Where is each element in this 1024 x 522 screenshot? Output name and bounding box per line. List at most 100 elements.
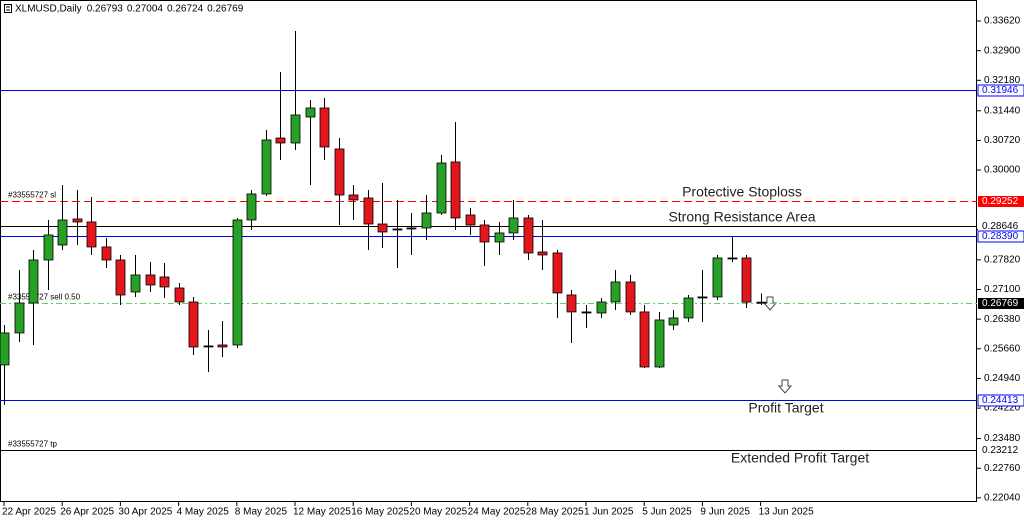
chart-title: XLMUSD,Daily: [15, 4, 82, 15]
candle-body: [203, 345, 214, 348]
candle-body: [217, 344, 228, 348]
x-tick-label: 30 Apr 2025: [118, 507, 172, 518]
candle-body: [756, 301, 767, 304]
candle-body: [290, 114, 301, 144]
order-tag: #33555727 sell 0.50: [8, 293, 81, 302]
x-tick-label: 4 May 2025: [177, 507, 230, 518]
candle-body: [305, 107, 316, 118]
candle-body: [174, 287, 185, 303]
down-arrow: [777, 379, 793, 394]
x-tick-label: 20 May 2025: [409, 507, 467, 518]
candle-body: [639, 311, 650, 368]
candle-body: [159, 276, 170, 288]
candle-body: [523, 217, 534, 254]
candle-body: [421, 212, 432, 229]
y-tick-label: 0.22040: [984, 493, 1021, 504]
y-tick-label: 0.25660: [984, 343, 1021, 354]
x-tick-label: 8 May 2025: [235, 507, 288, 518]
y-tick-label: 0.24940: [984, 373, 1021, 384]
annotation: Extended Profit Target: [731, 450, 869, 466]
y-tick-label: 0.27820: [984, 254, 1021, 265]
candle-body: [494, 232, 505, 243]
ohlc-value: 0.27004: [127, 4, 164, 15]
level-label-box: [978, 221, 1024, 232]
candle-body: [552, 252, 563, 294]
level-label-box: [977, 230, 1024, 243]
ohlc-value: 0.26769: [207, 4, 244, 15]
arrows: [762, 296, 793, 394]
y-tick-label: 0.24220: [984, 403, 1021, 414]
ohlc-value: 0.26724: [167, 4, 204, 15]
y-tick-label: 0.30720: [984, 135, 1021, 146]
candle-body: [479, 224, 490, 243]
candle-body: [334, 148, 345, 196]
candle-body: [145, 274, 156, 286]
header-icon: [4, 4, 12, 13]
candle-body: [697, 296, 708, 299]
candle-body: [436, 162, 447, 214]
candle-body: [188, 301, 199, 348]
annotation: Protective Stoploss: [682, 184, 802, 200]
level-label: 0.24413: [982, 395, 1019, 406]
candle-body: [319, 107, 330, 148]
candle-body: [363, 197, 374, 225]
x-tick-label: 28 May 2025: [526, 507, 584, 518]
ohlc-value: 0.26793: [87, 4, 124, 15]
candle-body: [625, 281, 636, 313]
level-label: 0.29252: [982, 196, 1019, 207]
candle-body: [712, 257, 723, 298]
candle-body: [610, 281, 621, 303]
x-tick-label: 1 Jun 2025: [584, 507, 634, 518]
candle-body: [654, 319, 665, 368]
candle-body: [450, 161, 461, 219]
y-tick-label: 0.31440: [984, 105, 1021, 116]
level-label: 0.26769: [982, 298, 1019, 309]
y-tick-label: 0.22760: [984, 463, 1021, 474]
plot-frame: [0, 0, 977, 502]
y-tick-label: 0.32900: [984, 45, 1021, 56]
candle-body: [232, 219, 243, 346]
level-label-box: [978, 196, 1024, 207]
x-tick-label: 9 Jun 2025: [700, 507, 750, 518]
x-tick-label: 24 May 2025: [468, 507, 526, 518]
candle-body: [348, 194, 359, 201]
candle-body: [537, 251, 548, 256]
candle-body: [406, 227, 417, 230]
candle-body: [465, 214, 476, 226]
level-label: 0.23212: [982, 445, 1019, 456]
candle-body: [668, 317, 679, 326]
candle-body: [57, 219, 68, 246]
candle-body: [261, 139, 272, 195]
candle-body: [130, 274, 141, 293]
candle-body: [14, 302, 25, 334]
y-tick-label: 0.30000: [984, 165, 1021, 176]
annotation: Profit Target: [748, 400, 823, 416]
candle-body: [246, 193, 257, 221]
level-label-box: [978, 298, 1024, 309]
candle-body: [275, 137, 286, 144]
candle-body: [596, 301, 607, 314]
level-label: 0.28390: [982, 231, 1019, 242]
candle-body: [101, 246, 112, 261]
candle-body: [72, 218, 83, 223]
y-tick-label: 0.32180: [984, 75, 1021, 86]
candle-body: [115, 259, 126, 296]
order-tag: #33555727 sl: [8, 191, 56, 200]
annotation: Strong Resistance Area: [668, 209, 815, 225]
level-label: 0.31946: [982, 85, 1019, 96]
candle-body: [86, 221, 97, 248]
candle-body: [43, 234, 54, 261]
candle-body: [377, 223, 388, 233]
order-tag: #33555727 tp: [8, 440, 57, 449]
candle-body: [683, 297, 694, 319]
level-label-box: [977, 394, 1024, 407]
candle-body: [28, 259, 39, 304]
candle-body: [0, 332, 10, 366]
x-tick-label: 13 Jun 2025: [759, 507, 814, 518]
x-tick-label: 5 Jun 2025: [642, 507, 692, 518]
level-label: 0.28646: [982, 221, 1019, 232]
y-tick-label: 0.26380: [984, 314, 1021, 325]
candle-body: [581, 311, 592, 314]
candle-body: [392, 228, 403, 231]
